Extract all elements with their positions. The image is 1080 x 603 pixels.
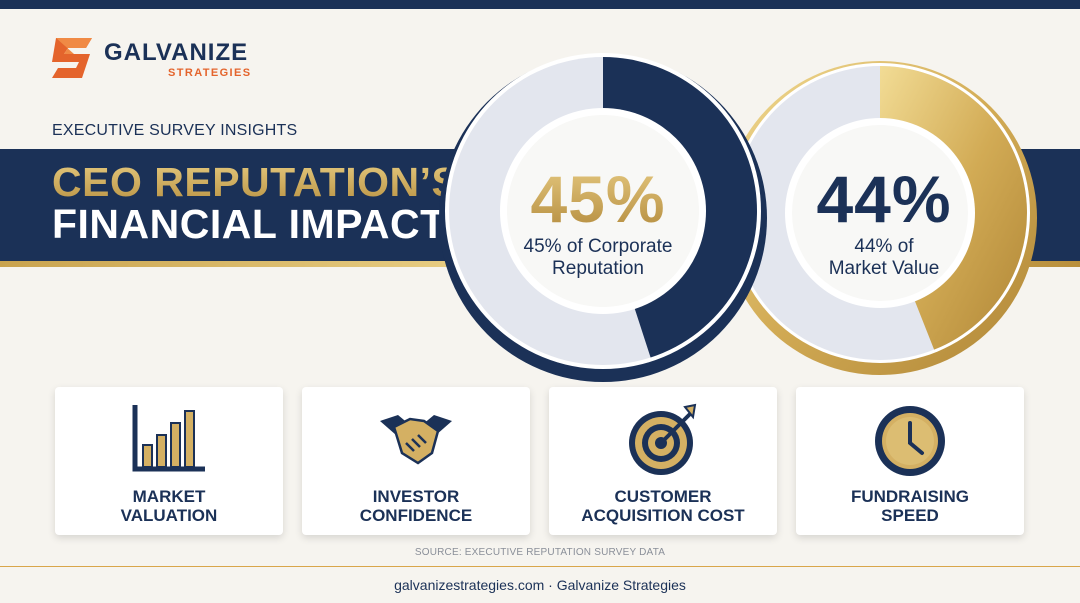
card-customer-acquisition-cost[interactable]: CUSTOMER ACQUISITION COST <box>549 387 777 535</box>
eyebrow-text: EXECUTIVE SURVEY INSIGHTS <box>52 122 298 139</box>
page-title-line-2: FINANCIAL IMPACT <box>52 201 446 247</box>
bar-chart-icon <box>132 405 205 472</box>
brand-tagline: STRATEGIES <box>168 67 252 79</box>
galvanize-logo-icon <box>52 38 92 78</box>
page-title-line-1: CEO REPUTATION’S <box>52 159 460 205</box>
clock-icon <box>875 406 945 476</box>
top-accent-bar <box>0 0 1080 9</box>
impact-cards: MARKET VALUATION INVESTOR CONFIDENCE CUS… <box>55 387 1025 535</box>
stat-market-value: 44% 44% of Market Value <box>784 166 984 280</box>
stat-corporate-reputation: 45% 45% of Corporate Reputation <box>498 166 698 280</box>
footer-divider <box>0 566 1080 567</box>
card-investor-confidence[interactable]: INVESTOR CONFIDENCE <box>302 387 530 535</box>
card-label: FUNDRAISING SPEED <box>850 487 970 525</box>
stat-caption: 45% of Corporate Reputation <box>523 236 673 279</box>
card-label: INVESTOR CONFIDENCE <box>359 487 473 525</box>
donut-arc-corporate-reputation <box>603 57 757 358</box>
stat-caption: 44% of Market Value <box>828 236 940 279</box>
card-market-valuation[interactable]: MARKET VALUATION <box>55 387 283 535</box>
donut-market-value <box>723 61 1037 375</box>
brand-logo[interactable]: GALVANIZE STRATEGIES <box>50 30 270 86</box>
target-icon <box>629 403 697 475</box>
stat-value: 44% <box>816 162 952 236</box>
card-fundraising-speed[interactable]: FUNDRAISING SPEED <box>796 387 1024 535</box>
donut-corporate-reputation <box>439 53 767 382</box>
footer-text[interactable]: galvanizestrategies.com · Galvanize Stra… <box>394 577 686 593</box>
card-label: CUSTOMER ACQUISITION COST <box>581 487 745 525</box>
donut-arc-market-value <box>880 66 1027 350</box>
handshake-icon <box>380 415 452 465</box>
stat-value: 45% <box>498 166 698 232</box>
source-note: SOURCE: EXECUTIVE REPUTATION SURVEY DATA <box>414 547 666 558</box>
brand-name: GALVANIZE <box>104 39 249 66</box>
card-label: MARKET VALUATION <box>120 487 218 525</box>
